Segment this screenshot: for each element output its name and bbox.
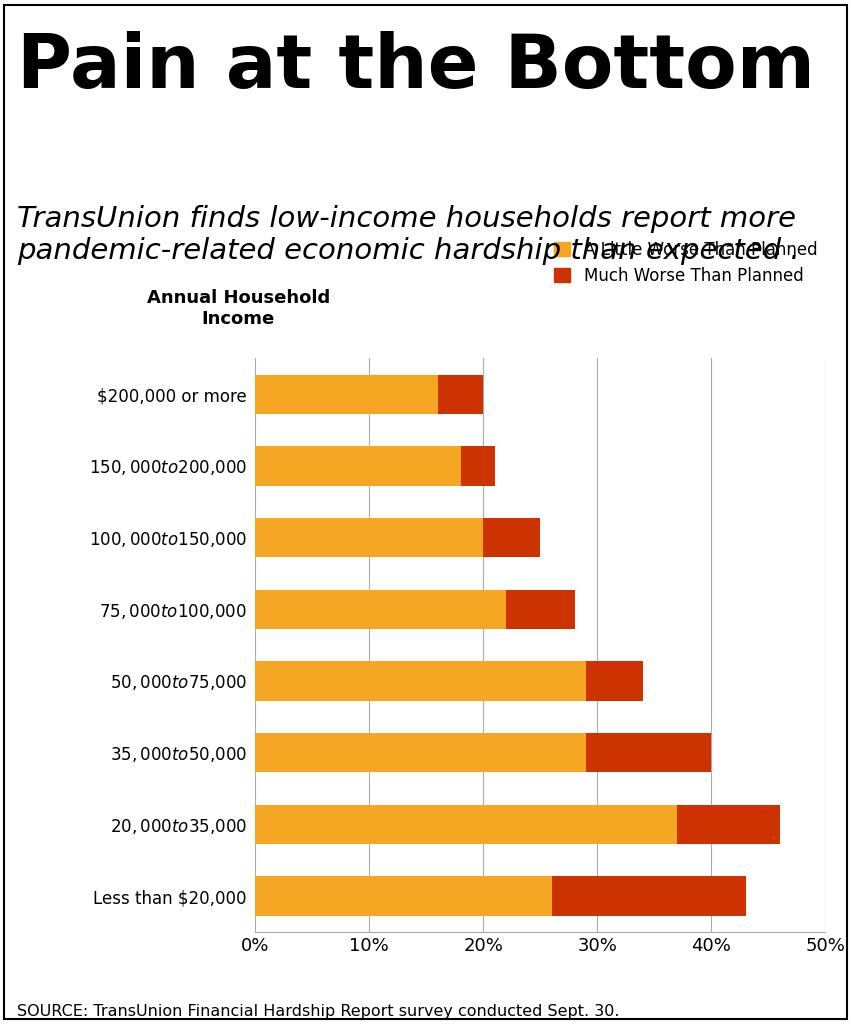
Bar bbox=[255, 662, 586, 700]
Bar bbox=[255, 590, 506, 629]
Text: SOURCE: TransUnion Financial Hardship Report survey conducted Sept. 30.: SOURCE: TransUnion Financial Hardship Re… bbox=[17, 1004, 620, 1019]
Bar bbox=[255, 805, 677, 844]
Bar bbox=[437, 375, 483, 414]
Bar bbox=[677, 805, 780, 844]
Bar bbox=[586, 662, 643, 700]
Bar bbox=[586, 733, 711, 772]
Bar bbox=[255, 518, 483, 557]
Bar bbox=[460, 446, 494, 485]
Text: Pain at the Bottom: Pain at the Bottom bbox=[17, 31, 815, 103]
Bar bbox=[255, 877, 551, 915]
Bar bbox=[255, 446, 460, 485]
Bar bbox=[255, 375, 437, 414]
Bar bbox=[506, 590, 574, 629]
Bar bbox=[551, 877, 745, 915]
Legend: A Little Worse Than Planned, Much Worse Than Planned: A Little Worse Than Planned, Much Worse … bbox=[553, 241, 817, 285]
Text: TransUnion finds low-income households report more
pandemic-related economic har: TransUnion finds low-income households r… bbox=[17, 205, 800, 265]
Bar bbox=[483, 518, 540, 557]
Bar bbox=[255, 733, 586, 772]
Text: Annual Household
Income: Annual Household Income bbox=[146, 289, 330, 328]
